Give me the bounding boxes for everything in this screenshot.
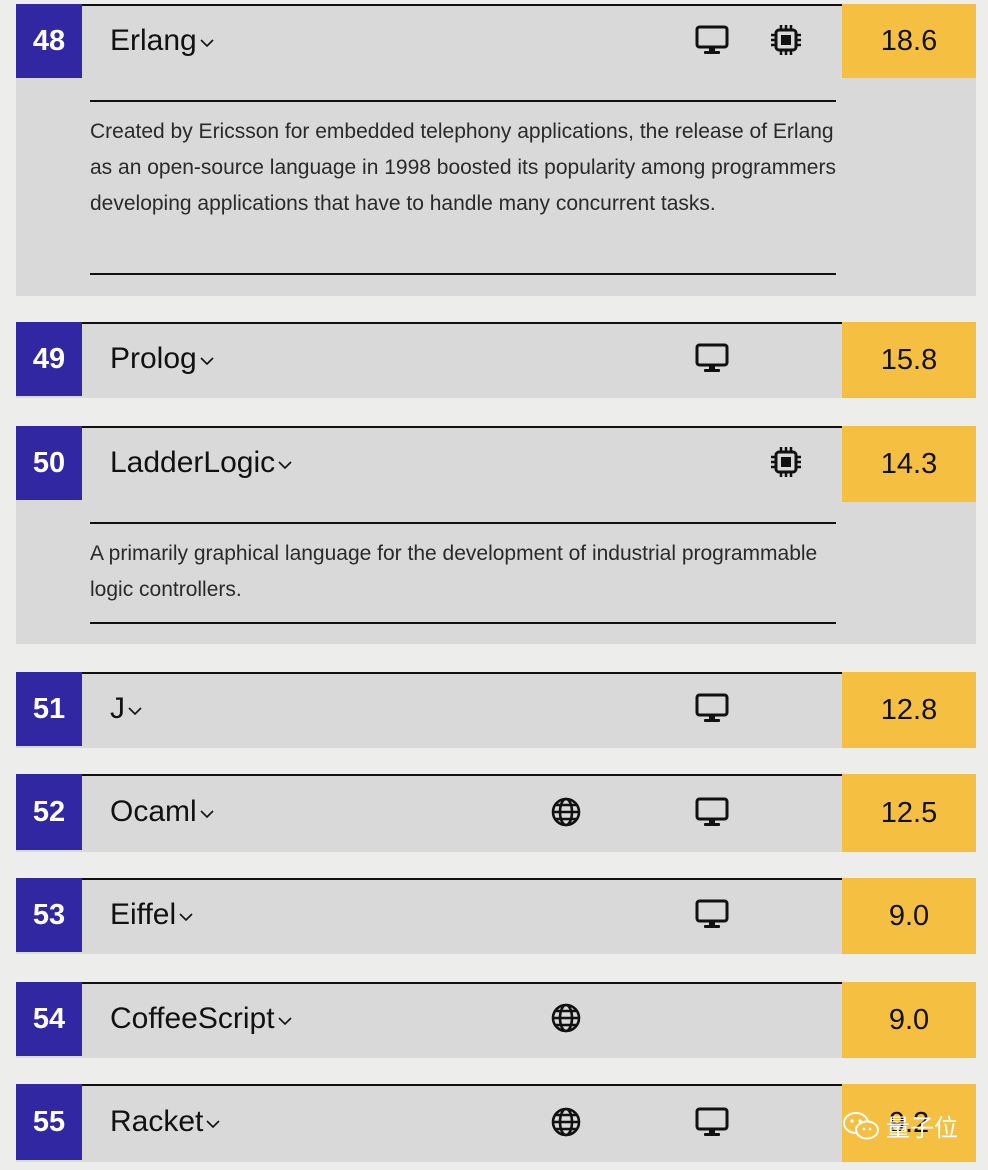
language-name-toggle[interactable]: LadderLogic: [110, 426, 292, 500]
divider: [90, 100, 836, 102]
rank-badge: 53: [16, 878, 82, 952]
ranking-row-coffeescript: 54 CoffeeScript 9.0: [16, 982, 976, 1058]
chevron-down-icon: [200, 39, 214, 48]
language-name-toggle[interactable]: Ocaml: [110, 774, 214, 850]
divider: [90, 522, 836, 524]
ranking-row-ocaml: 52 Ocaml 12.5: [16, 774, 976, 852]
language-name-toggle[interactable]: Erlang: [110, 4, 214, 78]
chip-icon: [771, 447, 801, 477]
chevron-down-icon: [200, 357, 214, 366]
language-name: Racket: [110, 1105, 204, 1138]
rank-badge: 48: [16, 4, 82, 78]
language-name: Erlang: [110, 24, 197, 57]
divider: [90, 273, 836, 275]
ranking-row-erlang: 48 Erlang 18.6 Created by Ericsson for e…: [16, 4, 976, 296]
score-value: 18.6: [842, 4, 976, 78]
chevron-down-icon: [128, 707, 142, 716]
score-value: 12.5: [842, 774, 976, 852]
language-name-toggle[interactable]: Racket: [110, 1084, 220, 1160]
chevron-down-icon: [200, 810, 214, 819]
chip-icon: [771, 25, 801, 55]
chevron-down-icon: [277, 1017, 292, 1026]
score-value: 9.0: [842, 982, 976, 1058]
language-description: A primarily graphical language for the d…: [90, 542, 818, 601]
watermark: 量子位: [842, 1108, 958, 1143]
rank-badge: 49: [16, 322, 82, 396]
language-description: Created by Ericsson for embedded telepho…: [90, 120, 836, 215]
desktop-icon: [695, 25, 729, 54]
language-name: J: [110, 692, 125, 725]
chevron-down-icon: [179, 913, 193, 922]
language-name-toggle[interactable]: Prolog: [110, 322, 214, 396]
ranking-row-ladderlogic: 50 LadderLogic 14.3 A primarily graphica…: [16, 426, 976, 644]
language-name: Prolog: [110, 342, 197, 375]
rank-badge: 50: [16, 426, 82, 500]
language-name: CoffeeScript: [110, 1002, 275, 1035]
ranking-row-prolog: 49 Prolog 15.8: [16, 322, 976, 398]
ranking-row-racket: 55 Racket 9.2: [16, 1084, 976, 1162]
globe-icon: [551, 1003, 581, 1033]
ranking-row-eiffel: 53 Eiffel 9.0: [16, 878, 976, 954]
score-value: 14.3: [842, 426, 976, 502]
language-name-toggle[interactable]: CoffeeScript: [110, 982, 292, 1056]
chevron-down-icon: [206, 1120, 220, 1129]
language-name: Ocaml: [110, 795, 197, 828]
score-value: 15.8: [842, 322, 976, 398]
rank-badge: 51: [16, 672, 82, 746]
score-value: 9.0: [842, 878, 976, 954]
globe-icon: [551, 797, 581, 827]
wechat-icon: [843, 1111, 879, 1139]
language-name: Eiffel: [110, 898, 177, 931]
desktop-icon: [695, 693, 729, 722]
globe-icon: [551, 1107, 581, 1137]
language-name-toggle[interactable]: Eiffel: [110, 878, 193, 952]
desktop-icon: [695, 899, 729, 928]
chevron-down-icon: [278, 461, 292, 470]
rank-badge: 55: [16, 1084, 82, 1160]
desktop-icon: [695, 797, 729, 826]
watermark-text: 量子位: [886, 1115, 958, 1142]
rank-badge: 52: [16, 774, 82, 850]
ranking-row-j: 51 J 12.8: [16, 672, 976, 748]
language-name-toggle[interactable]: J: [110, 672, 142, 746]
desktop-icon: [695, 343, 729, 372]
desktop-icon: [695, 1107, 729, 1136]
language-name: LadderLogic: [110, 446, 276, 479]
rank-badge: 54: [16, 982, 82, 1056]
score-value: 12.8: [842, 672, 976, 748]
divider: [90, 622, 836, 624]
